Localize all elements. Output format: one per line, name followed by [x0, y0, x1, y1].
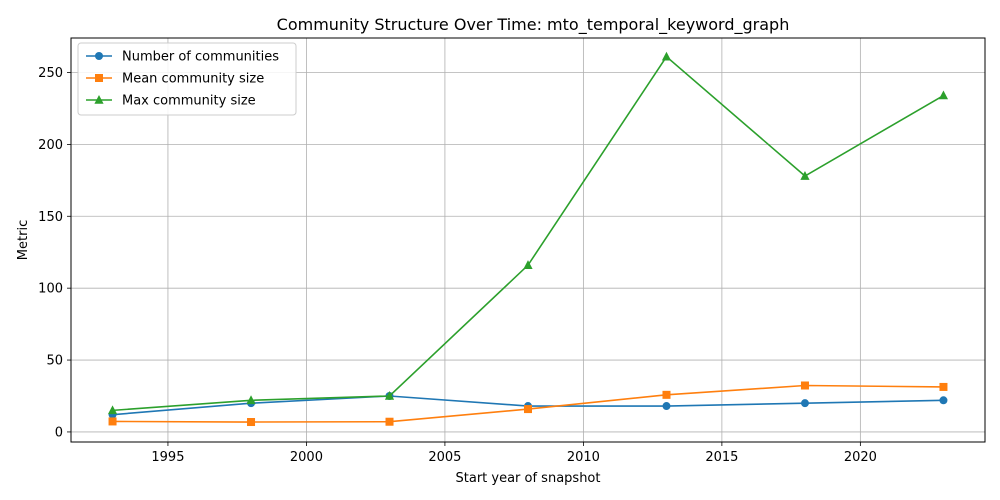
data-point	[107, 405, 118, 415]
legend: Number of communities Mean community size…	[77, 42, 297, 116]
data-point	[108, 417, 117, 426]
x-axis-label: Start year of snapshot	[456, 471, 601, 486]
legend-box	[77, 42, 297, 116]
chart-title: Community Structure Over Time: mto_tempo…	[277, 15, 790, 35]
y-tick-label: 250	[38, 66, 63, 81]
y-tick-label: 50	[46, 354, 63, 369]
data-point	[938, 90, 949, 100]
data-point	[661, 51, 672, 61]
x-tick-label: 2015	[705, 450, 738, 465]
legend-label: Mean community size	[122, 72, 264, 87]
grid-lines	[71, 38, 985, 442]
legend-marker	[95, 52, 103, 60]
data-point	[662, 402, 671, 411]
data-point	[246, 395, 256, 405]
data-point	[800, 399, 809, 408]
plot-frame	[70, 37, 986, 443]
data-point	[385, 417, 394, 426]
y-tick-label: 0	[55, 425, 63, 440]
data-point	[524, 405, 532, 414]
x-tick-label: 2000	[290, 450, 323, 465]
data-point	[523, 260, 533, 269]
y-tick-label: 150	[38, 210, 63, 225]
y-tick-label: 100	[38, 282, 63, 297]
legend-marker	[94, 95, 104, 104]
legend-label: Number of communities	[122, 50, 279, 65]
x-tick-label: 2020	[844, 450, 877, 465]
y-axis-label: Metric	[16, 220, 31, 260]
data-point	[800, 171, 810, 180]
x-tick-label: 1995	[151, 450, 184, 465]
legend-label: Max community size	[122, 94, 256, 109]
data-point	[939, 382, 948, 391]
series-group	[107, 51, 949, 427]
data-point	[800, 381, 809, 390]
y-tick-label: 200	[38, 138, 63, 153]
data-point	[384, 390, 395, 400]
axis-ticks: 1995 2000 2005 2010 2015 2020 0 50 100 150 200 250	[38, 66, 877, 465]
x-tick-label: 2010	[567, 450, 600, 465]
data-point	[247, 418, 256, 427]
data-point	[662, 390, 671, 399]
legend-marker	[95, 74, 103, 82]
x-tick-label: 2005	[428, 450, 461, 465]
data-point	[939, 396, 948, 405]
